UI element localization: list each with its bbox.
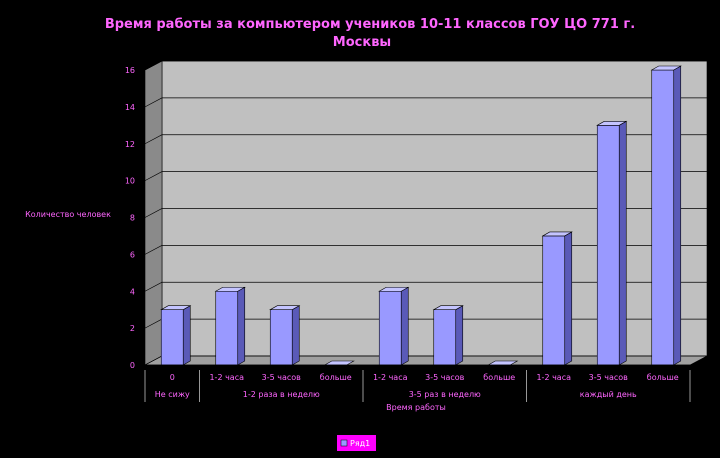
y-tick-label: 4 <box>130 287 135 296</box>
bar-front <box>215 290 239 366</box>
bar <box>214 286 246 366</box>
gridline <box>144 171 707 181</box>
bar-top <box>596 121 628 126</box>
bar-front <box>378 290 402 366</box>
bar-front <box>542 235 566 366</box>
bar-top <box>541 231 573 237</box>
bar <box>432 305 464 366</box>
y-tick-label: 2 <box>130 324 135 333</box>
gridline <box>144 281 707 292</box>
y-tick-label: 16 <box>125 66 135 75</box>
bar-top <box>160 305 192 310</box>
bar-front <box>651 69 675 366</box>
bar-front <box>433 309 457 366</box>
chart-title-line1: Время работы за компьютером учеников 10-… <box>105 17 635 32</box>
y-tick-label: 6 <box>130 250 135 259</box>
x-tick-label: больше <box>647 373 679 382</box>
bar-top <box>378 286 410 292</box>
bar-side <box>673 65 682 366</box>
bar-top <box>432 305 464 310</box>
bar-front <box>596 125 620 366</box>
bar-front <box>269 309 293 366</box>
bar <box>541 231 573 366</box>
bar <box>650 65 682 366</box>
x-tick-label: 1-2 часа <box>373 373 408 382</box>
gridline <box>144 60 707 71</box>
y-tick-label: 14 <box>125 103 135 112</box>
gridline <box>144 97 707 108</box>
bar-side <box>291 305 300 366</box>
x-tick-label: 1-2 часа <box>209 373 244 382</box>
gridline <box>144 245 707 255</box>
bar-side <box>182 305 191 366</box>
x-tick-label: 3-5 часов <box>425 373 465 382</box>
bar-side <box>400 286 409 366</box>
x-group-label: 1-2 раза в неделю <box>243 390 320 399</box>
bar-side <box>564 231 573 366</box>
bar <box>160 305 192 366</box>
bar-top <box>269 305 301 310</box>
y-tick-label: 12 <box>125 140 135 149</box>
x-axis-label: Время работы <box>386 403 446 412</box>
bar <box>269 305 301 366</box>
x-group-label: 3-5 раз в неделю <box>409 390 481 399</box>
bar-side <box>237 286 246 366</box>
legend-box <box>337 435 376 451</box>
x-group-label: каждый день <box>580 390 637 399</box>
gridline <box>144 134 707 145</box>
bar-side <box>618 120 627 366</box>
bar-top <box>650 65 682 71</box>
x-tick-label: больше <box>320 373 352 382</box>
gridline <box>144 208 707 218</box>
y-tick-label: 0 <box>130 361 135 370</box>
x-group-label: Не сижу <box>155 390 190 399</box>
legend-swatch <box>340 439 348 447</box>
legend: Ряд1 <box>337 435 376 451</box>
x-tick-label: 3-5 часов <box>589 373 629 382</box>
bar-front <box>160 309 184 366</box>
x-tick-label: 1-2 часа <box>536 373 571 382</box>
legend-label: Ряд1 <box>350 439 370 448</box>
y-axis-label: Количество человек <box>25 210 111 219</box>
bar <box>596 120 628 366</box>
x-tick-label: 0 <box>170 373 175 382</box>
bar-side <box>455 305 464 366</box>
x-tick-label: 3-5 часов <box>262 373 302 382</box>
y-tick-label: 8 <box>130 214 135 223</box>
chart-title-line2: Москвы <box>333 35 391 50</box>
bar <box>378 286 410 366</box>
x-tick-label: больше <box>483 373 515 382</box>
y-tick-label: 10 <box>125 177 135 186</box>
bar-top <box>214 286 246 292</box>
